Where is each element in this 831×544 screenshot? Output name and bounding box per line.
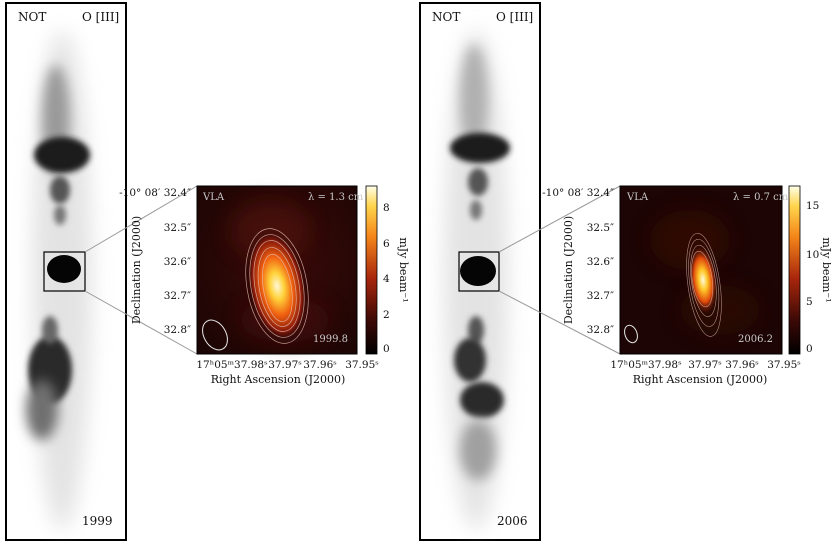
dec-tick-labels: -10° 08′ 32.4″ 32.5″ 32.6″ 32.7″ 32.8″ xyxy=(542,187,614,336)
zoom-line-bottom xyxy=(498,290,621,355)
colorbar-title: mJy beam⁻¹ xyxy=(397,237,410,302)
ra-tick: 37.97ˢ xyxy=(268,359,302,371)
contours xyxy=(686,233,722,337)
colorbar-tick: 0 xyxy=(806,343,813,355)
dec-tick: 32.8″ xyxy=(587,324,614,336)
colorbar-title: mJy beam⁻¹ xyxy=(820,237,831,302)
colorbar: 8 6 4 2 0 mJy beam⁻¹ xyxy=(365,185,410,355)
x-axis-title: Right Ascension (J2000) xyxy=(633,373,768,386)
ra-tick-labels: 17ʰ05ᵐ37.98ˢ 37.97ˢ 37.96ˢ 37.95ˢ xyxy=(610,359,801,371)
ra-tick-labels: 17ʰ05ᵐ37.98ˢ 37.97ˢ 37.96ˢ 37.95ˢ xyxy=(196,359,379,371)
zoom-line-bottom xyxy=(84,290,198,355)
zoom-line-top xyxy=(498,185,621,253)
ra-tick: 17ʰ05ᵐ37.98ˢ xyxy=(196,359,268,371)
telescope-label: NOT xyxy=(432,10,460,24)
colorbar-tick: 0 xyxy=(383,343,390,355)
panel-2006: NOT O [III] 2006 VLA λ = 0.7 cm 2006.2 -… xyxy=(419,2,831,541)
radio-map-inset xyxy=(619,185,783,355)
panel-1999: NOT O [III] 1999 VLA λ = 1.3 cm 1999.8 xyxy=(5,2,410,541)
dec-tick: 32.5″ xyxy=(164,222,191,234)
y-axis-title: Declination (J2000) xyxy=(130,216,143,324)
colorbar-tick: 8 xyxy=(383,202,390,214)
dec-tick: -10° 08′ 32.4″ xyxy=(119,187,191,199)
zoom-box xyxy=(43,251,86,292)
year-label: 2006 xyxy=(497,514,528,528)
telescope-label: NOT xyxy=(18,10,46,24)
epoch-label: 2006.2 xyxy=(738,334,773,345)
ra-tick: 37.95ˢ xyxy=(767,359,801,371)
wavelength-label: λ = 0.7 cm xyxy=(733,192,789,203)
dec-tick: 32.7″ xyxy=(164,290,191,302)
zoom-line-top xyxy=(84,185,198,253)
epoch-label: 1999.8 xyxy=(313,334,348,345)
dec-tick: 32.5″ xyxy=(587,222,614,234)
beam-ellipse xyxy=(624,324,638,344)
filter-label: O [III] xyxy=(82,10,119,24)
year-label: 1999 xyxy=(82,514,113,528)
dec-tick: 32.6″ xyxy=(587,256,614,268)
colorbar: 15 10 5 0 mJy beam⁻¹ xyxy=(788,185,831,355)
x-axis-title: Right Ascension (J2000) xyxy=(211,373,346,386)
radio-map-inset xyxy=(196,185,358,355)
ra-tick: 17ʰ05ᵐ37.98ˢ xyxy=(610,359,682,371)
optical-nebula-image xyxy=(26,30,92,530)
colorbar-tick: 4 xyxy=(383,273,390,285)
dec-tick-labels: -10° 08′ 32.4″ 32.5″ 32.6″ 32.7″ 32.8″ xyxy=(119,187,191,336)
ra-tick: 37.95ˢ xyxy=(345,359,379,371)
colorbar-tick: 15 xyxy=(806,200,819,212)
ra-tick: 37.97ˢ xyxy=(688,359,722,371)
zoom-box xyxy=(458,251,500,292)
ra-tick: 37.96ˢ xyxy=(725,359,759,371)
instrument-label: VLA xyxy=(202,192,225,203)
wavelength-label: λ = 1.3 cm xyxy=(308,192,364,203)
dec-tick: 32.8″ xyxy=(164,324,191,336)
dec-tick: -10° 08′ 32.4″ xyxy=(542,187,614,199)
y-axis-title: Declination (J2000) xyxy=(562,216,575,324)
beam-ellipse xyxy=(202,319,228,351)
colorbar-tick: 6 xyxy=(383,238,390,250)
dec-tick: 32.6″ xyxy=(164,256,191,268)
optical-nebula-image xyxy=(444,30,510,530)
dec-tick: 32.7″ xyxy=(587,290,614,302)
colorbar-tick: 10 xyxy=(806,249,819,261)
colorbar-tick: 5 xyxy=(806,296,813,308)
filter-label: O [III] xyxy=(496,10,533,24)
colorbar-tick: 2 xyxy=(383,309,390,321)
ra-tick: 37.96ˢ xyxy=(303,359,337,371)
contours xyxy=(245,228,309,344)
instrument-label: VLA xyxy=(626,192,649,203)
